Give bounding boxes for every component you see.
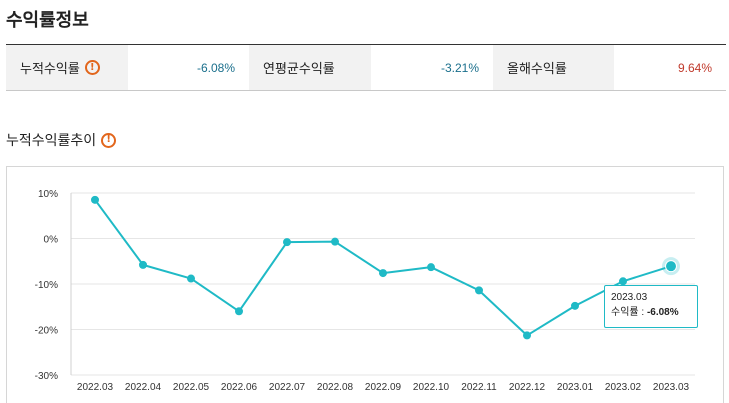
chart-tooltip: 2023.03 수익률 : -6.08% [604,285,698,328]
y-tick-label: 0% [44,235,59,246]
data-point [283,238,291,247]
series-line [94,199,672,337]
y-tick-label: -30% [35,371,58,382]
data-point [91,195,99,204]
data-point [379,269,387,278]
tooltip-label: 수익률 : [611,307,645,318]
x-tick-label: 2023.01 [557,382,594,393]
x-tick-label: 2022.09 [365,382,402,393]
ytd-return-label: 올해수익률 [493,45,614,90]
x-tick-label: 2022.08 [317,382,354,393]
x-tick-label: 2022.05 [173,382,210,393]
y-tick-label: -10% [35,280,58,291]
x-tick-label: 2022.10 [413,382,450,393]
trend-title-text: 누적수익률추이 [6,132,97,148]
tooltip-date: 2023.03 [611,292,648,303]
cumulative-return-chart: 10% 0% -10% -20% -30% 2022.03 2022.04 2022.05 20… [6,166,724,403]
data-point [571,301,579,310]
trend-title: 누적수익률추이 ! [6,130,117,150]
cumulative-return-label-cell: 누적수익률 ! [6,45,128,90]
tooltip-line: 수익률 : -6.08% [611,305,691,320]
data-point [427,263,435,272]
cumulative-return-value: -6.08% [196,60,235,75]
x-tick-label: 2022.03 [77,382,114,393]
x-tick-label: 2022.07 [269,382,306,393]
data-point [523,331,531,340]
section-title: 수익률정보 [6,10,89,30]
tooltip-value: -6.08% [646,307,679,318]
x-tick-label: 2023.03 [653,382,690,393]
data-point [235,307,243,316]
cumulative-return-label: 누적수익률 [20,61,80,76]
y-tick-label: -20% [35,326,58,337]
x-tick-label: 2022.04 [125,382,162,393]
data-point [331,237,339,246]
exclamation-circle-icon[interactable]: ! [84,60,100,75]
data-point [187,274,195,283]
x-tick-label: 2023.02 [605,382,642,393]
data-point [475,286,483,295]
data-point [139,260,147,269]
line-chart: 10% 0% -10% -20% -30% 2022.03 2022.04 2022.05 20… [35,189,695,393]
highlight-point [665,260,677,273]
annualized-return-value: -3.21% [440,60,479,75]
return-summary-table: 누적수익률 ! -6.08% 연평균수익률 -3.21% 올해수익률 9.64% [6,44,726,91]
data-point [619,277,627,286]
exclamation-circle-icon[interactable]: ! [101,132,117,148]
x-tick-label: 2022.12 [509,382,546,393]
ytd-return-value: 9.64% [677,60,712,75]
annualized-return-label: 연평균수익률 [249,45,371,90]
x-tick-label: 2022.06 [221,382,258,393]
y-tick-label: 10% [38,189,58,200]
x-tick-label: 2022.11 [461,382,497,393]
